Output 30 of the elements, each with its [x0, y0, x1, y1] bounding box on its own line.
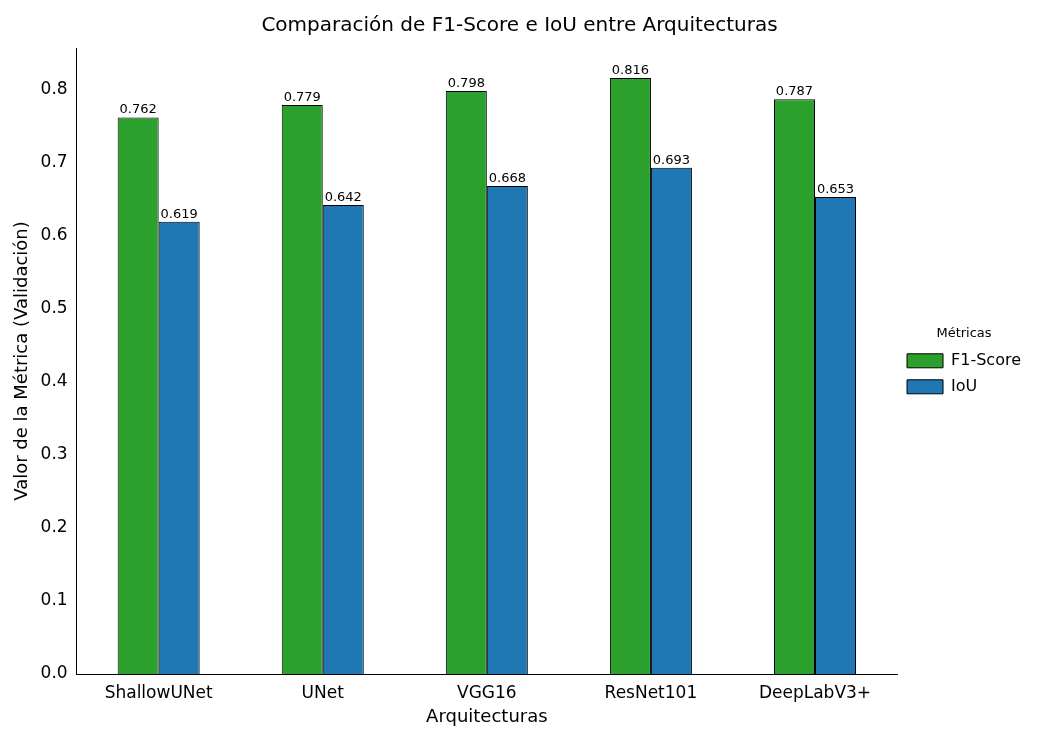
x-tick-label: DeepLabV3+: [758, 681, 872, 702]
y-tick-label: 0.3: [40, 443, 68, 464]
y-tick-label: 0.1: [40, 589, 68, 610]
legend-title: Métricas: [936, 325, 992, 341]
chart-title: Comparación de F1-Score e IoU entre Arquitecturas: [261, 12, 778, 37]
y-tick-label: 0.6: [40, 224, 68, 245]
legend-label: IoU: [951, 375, 978, 395]
x-tick-label: UNet: [301, 681, 345, 702]
legend-label: F1-Score: [951, 349, 1021, 369]
y-axis-title: Valor de la Métrica (Validación): [10, 221, 32, 501]
data-label: 0.642: [324, 188, 362, 204]
data-label: 0.798: [447, 74, 485, 90]
y-tick-label: 0.4: [40, 370, 68, 391]
data-label: 0.787: [775, 83, 814, 99]
y-tick-label: 0.0: [40, 662, 68, 683]
x-tick-label: VGG16: [457, 681, 517, 702]
x-tick-label: ShallowUNet: [104, 681, 214, 702]
x-tick-label: ResNet101: [604, 681, 698, 702]
y-tick-label: 0.2: [40, 516, 68, 537]
data-label: 0.779: [283, 88, 321, 104]
data-label: 0.619: [160, 205, 198, 221]
data-label: 0.816: [611, 61, 650, 77]
data-label: 0.762: [119, 101, 157, 117]
y-tick-label: 0.5: [40, 297, 68, 318]
data-label: 0.668: [488, 169, 526, 185]
data-label: 0.693: [652, 151, 691, 167]
data-label: 0.653: [816, 180, 855, 196]
y-tick-label: 0.7: [40, 151, 68, 172]
x-axis-title: Arquitecturas: [426, 704, 548, 726]
y-tick-label: 0.8: [40, 78, 68, 99]
